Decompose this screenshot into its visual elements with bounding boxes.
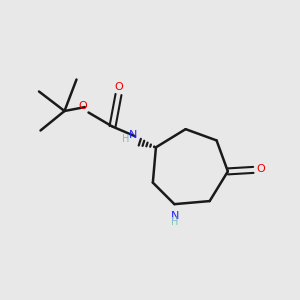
Text: O: O: [257, 164, 266, 174]
Text: O: O: [78, 101, 87, 111]
Text: H: H: [122, 134, 130, 144]
Text: N: N: [129, 130, 137, 140]
Text: H: H: [171, 217, 179, 226]
Text: N: N: [171, 211, 179, 220]
Text: O: O: [115, 82, 124, 92]
